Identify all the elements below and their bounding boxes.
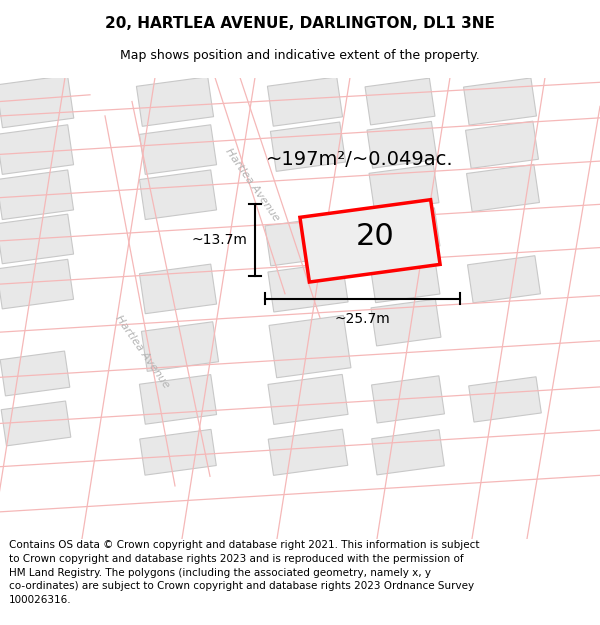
Polygon shape [371, 299, 441, 346]
Polygon shape [0, 125, 74, 174]
Polygon shape [370, 256, 440, 302]
Polygon shape [469, 377, 541, 422]
Polygon shape [367, 121, 437, 168]
Polygon shape [139, 170, 217, 219]
Polygon shape [365, 78, 435, 125]
Polygon shape [1, 401, 71, 446]
Polygon shape [139, 125, 217, 174]
Polygon shape [268, 77, 343, 126]
Polygon shape [142, 322, 218, 371]
Polygon shape [268, 374, 348, 424]
Polygon shape [0, 214, 74, 264]
Text: 20: 20 [356, 221, 394, 251]
Text: 20, HARTLEA AVENUE, DARLINGTON, DL1 3NE: 20, HARTLEA AVENUE, DARLINGTON, DL1 3NE [105, 16, 495, 31]
Text: Map shows position and indicative extent of the property.: Map shows position and indicative extent… [120, 49, 480, 62]
Polygon shape [136, 77, 214, 126]
Text: ~13.7m: ~13.7m [191, 233, 247, 248]
Text: ~25.7m: ~25.7m [335, 312, 391, 326]
Polygon shape [466, 121, 538, 168]
Text: Contains OS data © Crown copyright and database right 2021. This information is : Contains OS data © Crown copyright and d… [9, 541, 479, 605]
Polygon shape [0, 75, 74, 128]
Polygon shape [369, 164, 439, 211]
Polygon shape [0, 170, 74, 219]
Polygon shape [140, 429, 216, 475]
Polygon shape [371, 376, 445, 423]
Text: Hartlea Avenue: Hartlea Avenue [113, 313, 171, 390]
Polygon shape [269, 316, 351, 378]
Polygon shape [139, 264, 217, 314]
Text: ~197m²/~0.049ac.: ~197m²/~0.049ac. [266, 149, 454, 169]
Polygon shape [464, 78, 536, 125]
Polygon shape [0, 259, 74, 309]
Polygon shape [265, 216, 345, 266]
Polygon shape [271, 122, 346, 171]
Polygon shape [370, 208, 440, 254]
Text: Hartlea Avenue: Hartlea Avenue [223, 147, 281, 224]
Polygon shape [467, 164, 539, 212]
Polygon shape [300, 199, 440, 282]
Polygon shape [268, 262, 348, 312]
Polygon shape [0, 351, 70, 396]
Polygon shape [268, 429, 348, 476]
Polygon shape [467, 256, 541, 303]
Polygon shape [371, 429, 445, 475]
Polygon shape [139, 374, 217, 424]
